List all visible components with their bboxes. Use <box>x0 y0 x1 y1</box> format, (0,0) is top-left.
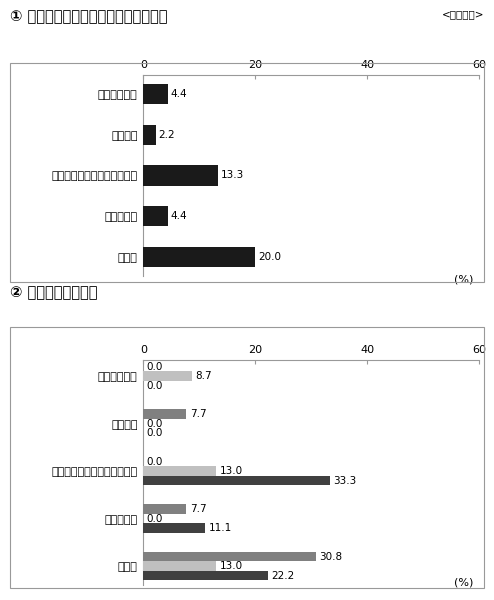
Text: 4.4: 4.4 <box>171 211 187 221</box>
Text: 13.0: 13.0 <box>219 561 243 571</box>
Text: 13.0: 13.0 <box>219 466 243 476</box>
Text: 8.7: 8.7 <box>195 371 212 381</box>
Text: (%): (%) <box>454 274 474 284</box>
Bar <box>143 409 186 419</box>
Text: 0.0: 0.0 <box>147 514 163 524</box>
Bar <box>143 571 268 580</box>
Text: ① 来泊利用者に実施している取り組み: ① 来泊利用者に実施している取り組み <box>10 9 167 24</box>
Text: 0.0: 0.0 <box>147 419 163 428</box>
Text: 2.2: 2.2 <box>159 130 175 140</box>
Bar <box>143 552 316 561</box>
Bar <box>143 476 329 485</box>
Text: ② 規模別の実施割合: ② 規模別の実施割合 <box>10 285 97 300</box>
Bar <box>143 247 255 267</box>
Text: 13.3: 13.3 <box>220 170 244 181</box>
Bar <box>143 466 216 476</box>
Text: 0.0: 0.0 <box>147 428 163 438</box>
Text: 30.8: 30.8 <box>319 551 342 562</box>
Text: 7.7: 7.7 <box>190 504 206 514</box>
Text: 22.2: 22.2 <box>271 571 294 581</box>
Text: 0.0: 0.0 <box>147 457 163 467</box>
Text: 4.4: 4.4 <box>171 89 187 99</box>
Bar <box>143 166 218 185</box>
Bar <box>143 523 206 533</box>
Text: 0.0: 0.0 <box>147 380 163 391</box>
Bar <box>143 206 168 226</box>
Bar <box>143 505 186 514</box>
Text: 33.3: 33.3 <box>333 476 356 485</box>
Bar <box>143 84 168 104</box>
Text: 7.7: 7.7 <box>190 409 206 419</box>
Text: 11.1: 11.1 <box>209 523 232 533</box>
Bar <box>143 371 192 381</box>
Text: 0.0: 0.0 <box>147 362 163 371</box>
Text: <複数回答>: <複数回答> <box>442 9 484 19</box>
Bar <box>143 561 216 571</box>
Bar <box>143 125 156 145</box>
Text: 20.0: 20.0 <box>258 252 281 262</box>
Text: (%): (%) <box>454 577 474 587</box>
